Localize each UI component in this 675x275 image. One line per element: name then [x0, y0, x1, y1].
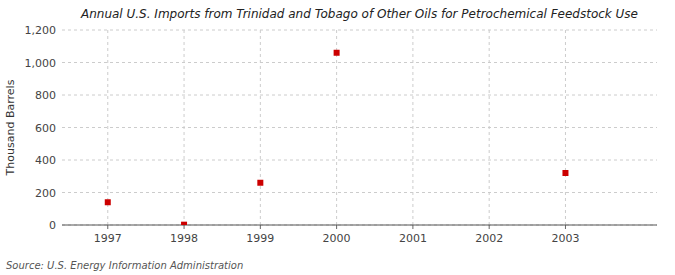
y-tick-label: 1,000 — [25, 57, 57, 70]
x-tick-label: 1997 — [94, 232, 122, 245]
point — [562, 170, 568, 176]
grid — [62, 30, 657, 225]
y-tick-label: 600 — [35, 122, 56, 135]
point — [257, 180, 263, 186]
grid-line — [184, 30, 185, 225]
title: Annual U.S. Imports from Trinidad and To… — [80, 7, 638, 21]
x-tick-label: 2003 — [551, 232, 579, 245]
grid-line — [62, 62, 657, 63]
x-tick — [107, 225, 108, 229]
grid-line — [62, 160, 657, 161]
grid-line — [260, 30, 261, 225]
x-tick-label: 1998 — [170, 232, 198, 245]
x-tick — [412, 225, 413, 229]
grid-line — [336, 30, 337, 225]
x-tick — [184, 225, 185, 229]
x-tick — [260, 225, 261, 229]
x-tick-label: 2002 — [475, 232, 503, 245]
grid-line — [412, 30, 413, 225]
grid-line — [107, 30, 108, 225]
x-tick — [336, 225, 337, 229]
x-tick-label: 2001 — [399, 232, 427, 245]
y-tick-label: 1,200 — [25, 24, 57, 37]
x-tick — [489, 225, 490, 229]
grid-line — [62, 192, 657, 193]
y-tick-label: 400 — [35, 154, 56, 167]
grid-line — [62, 95, 657, 96]
point — [181, 222, 187, 225]
x-tick-label: 1999 — [246, 232, 274, 245]
x-axis-line — [62, 225, 657, 226]
y-axis-label: Thousand Barrels — [4, 79, 17, 176]
grid-line — [565, 30, 566, 225]
point — [105, 199, 111, 205]
chart: Annual U.S. Imports from Trinidad and To… — [0, 0, 675, 275]
x-tick-label: 2000 — [323, 232, 351, 245]
marks — [105, 50, 569, 225]
point — [334, 50, 340, 56]
y-tick-label: 200 — [35, 187, 56, 200]
y-tick-label: 800 — [35, 89, 56, 102]
y-tick-label: 0 — [49, 219, 56, 232]
source: Source: U.S. Energy Information Administ… — [6, 260, 243, 271]
grid-line — [62, 225, 657, 226]
x-tick — [565, 225, 566, 229]
grid-line — [62, 30, 657, 31]
grid-line — [489, 30, 490, 225]
grid-line — [62, 127, 657, 128]
